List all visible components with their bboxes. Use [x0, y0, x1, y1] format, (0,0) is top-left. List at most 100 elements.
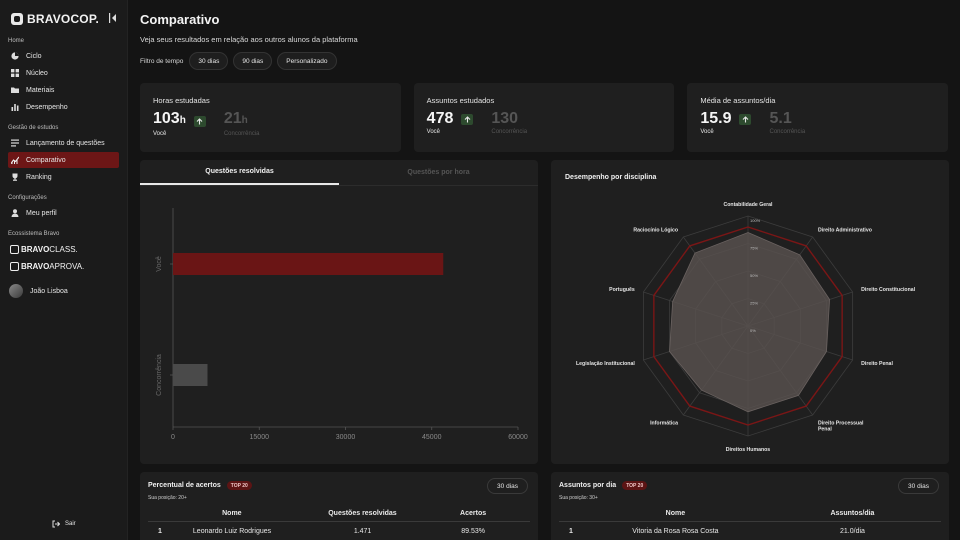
table-row: 1 Vitoria da Rosa Rosa Costa 21.0/dia	[559, 522, 941, 540]
card-title: Percentual de acertos	[148, 482, 221, 489]
eco-brand-bold: BRAVO	[21, 261, 50, 271]
stat-you-label: Você	[153, 131, 167, 137]
sidebar-item-perfil[interactable]: Meu perfil	[8, 205, 119, 221]
radar-series-area	[669, 232, 831, 413]
sidebar-item-ciclo[interactable]: Ciclo	[8, 48, 119, 64]
radar-title: Desempenho por disciplina	[565, 174, 657, 181]
radar-ring-label: 50%	[750, 273, 758, 278]
radar-ring-label: 75%	[750, 246, 758, 251]
questions-panel: Questões resolvidas Questões por hora Vo…	[140, 160, 538, 464]
grid-icon	[11, 69, 19, 77]
logout-button[interactable]: Sair	[52, 520, 76, 528]
sidebar: BRAVOCOP. Home Ciclo Núcleo Materiais De…	[0, 0, 128, 540]
x-tick-label: 45000	[422, 434, 442, 441]
col-acertos: Acertos	[460, 510, 487, 517]
sidebar-item-comparativo[interactable]: Comparativo	[8, 152, 119, 168]
accuracy-cell: 89.53%	[461, 528, 486, 535]
table-header: Nome Questões resolvidas Acertos	[148, 510, 530, 522]
section-label-gestao: Gestão de estudos	[8, 125, 59, 131]
radar-axis-label: Legislação Institucional	[576, 361, 635, 367]
collapse-sidebar-icon[interactable]	[109, 13, 117, 23]
questions-bar-chart: Você Concorrência 0 15000 30000 45000 60000	[156, 208, 528, 441]
bravoaprova-logo-icon	[10, 261, 19, 271]
chart-tabs: Questões resolvidas Questões por hora	[140, 160, 538, 186]
sidebar-item-label: Núcleo	[26, 69, 48, 77]
name-cell: Vitoria da Rosa Rosa Costa	[632, 528, 719, 535]
logout-icon	[52, 520, 60, 528]
cycle-icon	[11, 52, 19, 60]
period-select-button[interactable]: 30 dias	[898, 478, 939, 494]
table-header: Nome Assuntos/dia	[559, 510, 941, 522]
stat-you-label: Você	[700, 129, 714, 135]
arrow-up-icon	[193, 116, 206, 127]
list-icon	[11, 139, 19, 147]
arrow-up-icon	[461, 114, 474, 125]
tab-questoes-por-hora[interactable]: Questões por hora	[407, 169, 470, 176]
sidebar-item-label: Meu perfil	[26, 209, 57, 217]
charts-row: Questões resolvidas Questões por hora Vo…	[140, 160, 949, 464]
y-tick-label: Concorrência	[156, 354, 163, 396]
stat-comp-label: Concorrência	[223, 131, 260, 137]
sidebar-item-label: Lançamento de questões	[26, 139, 105, 147]
col-nome: Nome	[222, 510, 242, 517]
subjects-cell: 21.0/dia	[840, 528, 865, 535]
name-cell: Leonardo Luiz Rodrigues	[192, 528, 272, 535]
brand-logo[interactable]: BRAVOCOP.	[11, 10, 119, 28]
sidebar-item-label: Ranking	[26, 173, 52, 181]
section-label-config: Configurações	[8, 195, 47, 201]
stat-card-assuntos: Assuntos estudados 478 Você 130 Concorrê…	[413, 83, 675, 152]
rank: 1	[569, 528, 573, 535]
user-profile[interactable]: João Lisboa	[8, 284, 119, 298]
bar-chart-icon	[11, 103, 19, 111]
page-subtitle: Veja seus resultados em relação aos outr…	[140, 35, 358, 44]
radar-axis-label: Direitos Humanos	[726, 447, 771, 453]
section-label-eco: Ecossistema Bravo	[8, 231, 60, 237]
sidebar-item-materiais[interactable]: Materiais	[8, 82, 119, 98]
stat-you-value: 15.9	[700, 110, 732, 127]
time-filter-label: Filtro de tempo	[140, 57, 184, 65]
sidebar-item-ranking[interactable]: Ranking	[8, 169, 119, 185]
filter-30-dias-button[interactable]: 30 dias	[189, 52, 229, 70]
table-row: 1 Leonardo Luiz Rodrigues 1.471 89.53%	[148, 522, 530, 540]
bravoclass-link[interactable]: BRAVO CLASS.	[8, 241, 119, 257]
subjects-per-day-card: Assuntos por dia TOP 20 Sua posição: 30+…	[551, 472, 949, 540]
radar-axis-label: Direito Administrativo	[818, 228, 872, 234]
stat-card-media: Média de assuntos/dia 15.9 Você 5.1 Conc…	[687, 83, 949, 152]
x-tick-label: 60000	[508, 434, 528, 441]
radar-axis-label: Contabilidade Geral	[723, 202, 773, 208]
stat-you-label: Você	[426, 129, 441, 135]
radar-ring-label: 25%	[750, 301, 758, 306]
main-content: Comparativo Veja seus resultados em rela…	[128, 0, 960, 540]
sidebar-item-label: Comparativo	[26, 156, 66, 164]
user-position: Sua posição: 20+	[148, 495, 187, 501]
sidebar-item-nucleo[interactable]: Núcleo	[8, 65, 119, 81]
arrow-up-icon	[739, 114, 752, 125]
stat-comp-value: 130	[491, 110, 519, 127]
sidebar-item-label: Desempenho	[26, 103, 68, 111]
logo-icon	[11, 13, 23, 25]
user-position: Sua posição: 30+	[559, 495, 598, 501]
top-badge: TOP 20	[226, 481, 252, 490]
sidebar-item-label: Ciclo	[26, 52, 42, 60]
tab-questoes-resolvidas[interactable]: Questões resolvidas	[140, 160, 339, 185]
sidebar-item-lancamento[interactable]: Lançamento de questões	[8, 135, 119, 151]
stat-comp-label: Concorrência	[769, 129, 806, 135]
radar-axis-label: Português	[609, 287, 635, 293]
sidebar-item-desempenho[interactable]: Desempenho	[8, 99, 119, 115]
col-questoes: Questões resolvidas	[328, 510, 397, 517]
eco-brand-rest: CLASS.	[49, 244, 78, 254]
radar-axis-label: Direito Processual Penal	[818, 420, 864, 432]
col-nome: Nome	[665, 510, 686, 517]
bravoaprova-link[interactable]: BRAVO APROVA.	[8, 258, 119, 274]
radar-axis-label: Raciocínio Lógico	[633, 228, 678, 234]
x-tick-label: 0	[171, 434, 175, 441]
brand-name: BRAVOCOP.	[27, 12, 100, 26]
radar-ring-label: 100%	[750, 218, 761, 223]
bar-concorrencia	[173, 364, 208, 386]
period-select-button[interactable]: 30 dias	[487, 478, 528, 494]
stats-row: Horas estudadas 103h Você 21h Concorrênc…	[140, 83, 949, 152]
rank: 1	[158, 528, 162, 535]
filter-personalizado-button[interactable]: Personalizado	[277, 52, 337, 70]
stat-comp-value: 21h	[223, 110, 248, 127]
filter-90-dias-button[interactable]: 90 dias	[233, 52, 273, 70]
